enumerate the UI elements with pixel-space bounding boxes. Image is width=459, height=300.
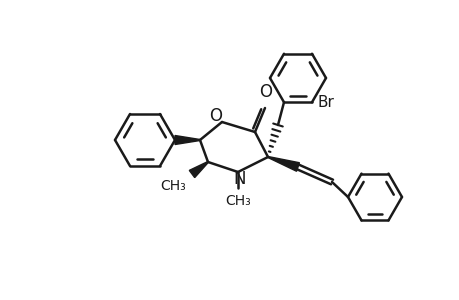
Polygon shape — [189, 162, 208, 178]
Text: O: O — [209, 107, 222, 125]
Text: Br: Br — [317, 95, 334, 110]
Text: O: O — [259, 83, 272, 101]
Text: CH₃: CH₃ — [160, 179, 185, 193]
Text: CH₃: CH₃ — [224, 194, 250, 208]
Polygon shape — [174, 136, 200, 145]
Text: N: N — [233, 170, 246, 188]
Polygon shape — [267, 157, 299, 171]
